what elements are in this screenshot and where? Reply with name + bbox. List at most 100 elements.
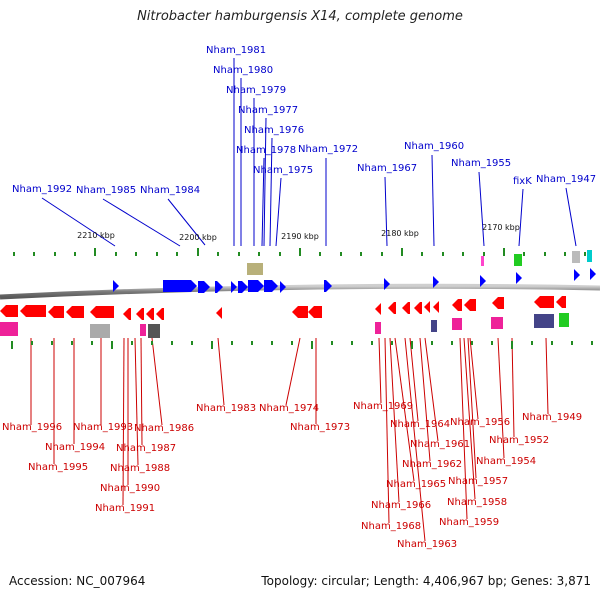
gene-label-reverse: Nham_1993 [73, 422, 133, 433]
feature-box [572, 251, 580, 263]
leader-line [285, 337, 301, 406]
accession-text: Accession: NC_007964 [9, 574, 146, 588]
leader-line [511, 337, 515, 438]
label-leader-lines [30, 58, 577, 542]
bottom-tick [331, 341, 333, 345]
forward-gene-arrow [480, 275, 486, 287]
forward-gene-arrow [113, 280, 119, 292]
forward-gene-arrow [264, 280, 278, 292]
reverse-gene-arrow [90, 306, 114, 318]
top-tick [503, 248, 505, 256]
gene-label-forward: Nham_1980 [213, 65, 273, 76]
bottom-tick [131, 341, 133, 345]
feature-box [481, 256, 484, 266]
leader-line [261, 157, 265, 247]
gene-label-reverse: Nham_1966 [371, 500, 431, 511]
leader-line [217, 337, 225, 406]
bottom-tick [391, 341, 393, 345]
feature-box [90, 324, 110, 338]
scale-labels: 2210 kbp 2200 kbp 2190 kbp 2180 kbp 2170 kbp [77, 223, 520, 242]
reverse-gene-arrow [292, 306, 308, 318]
leader-line [151, 337, 163, 426]
forward-gene-arrow [238, 281, 248, 293]
bottom-tick [151, 341, 153, 345]
gene-label-forward: Nham_1972 [298, 144, 358, 155]
reverse-gene-arrow [123, 308, 131, 320]
top-tick [360, 252, 362, 256]
gene-label-reverse: Nham_1990 [100, 483, 160, 494]
forward-gene-arrow [231, 281, 237, 293]
top-tick [523, 252, 525, 256]
top-tick [135, 252, 137, 256]
bottom-tick [291, 341, 293, 345]
top-tick [217, 252, 219, 256]
bottom-tick [471, 341, 473, 345]
leader-line [431, 154, 435, 247]
reverse-gene-arrow [375, 303, 381, 315]
forward-gene-arrow [433, 276, 439, 288]
gene-label-forward: Nham_1984 [140, 185, 200, 196]
top-tick [13, 252, 15, 256]
feature-box [0, 322, 18, 336]
scale-label: 2190 kbp [281, 232, 319, 241]
bottom-tick [251, 341, 253, 345]
gene-label-reverse: Nham_1961 [410, 439, 470, 450]
scale-label: 2200 kbp [179, 233, 217, 242]
top-tick [462, 252, 464, 256]
gene-label-forward: fixK [513, 176, 532, 187]
gene-label-reverse: Nham_1983 [196, 403, 256, 414]
leader-line [134, 337, 139, 466]
gene-label-reverse: Nham_1949 [522, 412, 582, 423]
top-tick [156, 252, 158, 256]
reverse-gene-arrow [534, 296, 554, 308]
reverse-gene-arrow [308, 306, 322, 318]
feature-box [452, 318, 462, 330]
bottom-tick [231, 341, 233, 345]
map-title: Nitrobacter hamburgensis X14, complete g… [137, 9, 463, 24]
leader-line [545, 337, 549, 415]
gene-label-reverse: Nham_1959 [439, 517, 499, 528]
gene-label-forward: Nham_1978 [236, 145, 296, 156]
bottom-tick [11, 341, 13, 349]
gene-label-reverse: Nham_1973 [290, 422, 350, 433]
forward-gene-arrow [384, 278, 390, 290]
gene-label-forward: Nham_1976 [244, 125, 304, 136]
gene-label-forward: Nham_1985 [76, 185, 136, 196]
bottom-tick [271, 341, 273, 345]
bottom-tick [411, 341, 413, 349]
gene-label-reverse: Nham_1986 [134, 423, 194, 434]
forward-gene-arrow [198, 281, 210, 293]
top-tick [54, 252, 56, 256]
reverse-gene-arrow [464, 299, 476, 311]
bottom-tick [491, 341, 493, 345]
feature-box [559, 313, 569, 327]
top-tick [176, 252, 178, 256]
leader-line [41, 197, 116, 247]
gene-label-reverse: Nham_1996 [2, 422, 62, 433]
feature-box [431, 320, 437, 332]
top-tick [238, 252, 240, 256]
bottom-tick [431, 341, 433, 345]
bottom-tick [571, 341, 573, 345]
reverse-gene-arrow [20, 305, 46, 317]
leader-line [469, 337, 479, 420]
top-tick [564, 252, 566, 256]
forward-gene-arrow [163, 280, 197, 292]
feature-box [148, 324, 160, 338]
gene-label-forward: Nham_1975 [253, 165, 313, 176]
leader-line [565, 187, 577, 247]
top-tick [584, 252, 586, 256]
leader-line [384, 176, 388, 247]
bottom-tick [311, 341, 313, 349]
gene-label-reverse: Nham_1995 [28, 462, 88, 473]
leader-line [394, 337, 415, 482]
feature-box [491, 317, 503, 329]
gene-label-reverse: Nham_1964 [390, 419, 450, 430]
gene-label-reverse: Nham_1988 [110, 463, 170, 474]
leader-line [263, 117, 267, 247]
leader-line [122, 337, 125, 506]
leader-line [419, 337, 431, 462]
bottom-tick [51, 341, 53, 345]
feature-box [247, 263, 263, 275]
bottom-tick [191, 341, 193, 345]
